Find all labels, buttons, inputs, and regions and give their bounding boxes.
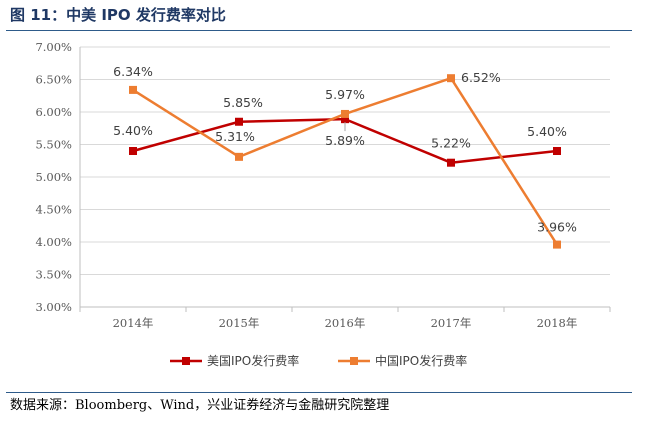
x-tick-label: 2015年 [219, 316, 260, 330]
data-point-marker [129, 85, 137, 94]
y-tick-label: 6.50% [35, 73, 72, 87]
y-tick-label: 3.00% [35, 300, 72, 314]
data-label: 5.40% [113, 123, 153, 138]
data-point-marker [553, 147, 561, 155]
data-label: 6.52% [461, 70, 501, 85]
series-line-cn [132, 76, 559, 246]
data-label: 5.97% [325, 87, 365, 102]
data-label: 5.40% [527, 124, 567, 139]
data-point-marker [553, 240, 561, 249]
data-label: 5.85% [223, 95, 263, 110]
source-note: 数据来源：Bloomberg、Wind，兴业证券经济与金融研究院整理 [10, 398, 390, 413]
data-label: 5.22% [431, 136, 471, 151]
data-label: 3.96% [537, 220, 577, 235]
y-tick-label: 5.00% [35, 170, 72, 184]
y-tick-label: 4.00% [35, 235, 72, 249]
source-divider [6, 392, 632, 393]
legend-label: 美国IPO发行费率 [207, 353, 299, 368]
data-point-marker [447, 74, 455, 83]
y-tick-label: 3.50% [35, 268, 72, 282]
figure-title: 图 11：中美 IPO 发行费率对比 [10, 6, 226, 24]
y-tick-label: 5.50% [35, 138, 72, 152]
data-point-marker [341, 109, 349, 118]
data-label: 5.31% [215, 129, 255, 144]
y-tick-label: 7.00% [35, 40, 72, 54]
data-point-marker [235, 152, 243, 161]
x-tick-label: 2014年 [113, 316, 154, 330]
x-tick-label: 2018年 [537, 316, 578, 330]
x-tick-label: 2016年 [325, 316, 366, 330]
data-point-marker [129, 147, 137, 155]
x-tick-label: 2017年 [431, 316, 472, 330]
data-label: 6.34% [113, 64, 153, 79]
legend-marker [182, 357, 190, 365]
data-point-marker [447, 158, 455, 167]
data-point-marker [341, 115, 349, 124]
y-tick-label: 4.50% [35, 203, 72, 217]
legend-marker [350, 357, 358, 365]
legend-label: 中国IPO发行费率 [375, 353, 467, 368]
ipo-fee-chart: 3.00% 3.50% 4.00% 4.50% 5.00% 5.50% 6.00% 6.50%… [35, 40, 611, 368]
data-label: 5.89% [325, 133, 365, 148]
y-tick-label: 6.00% [35, 105, 72, 119]
data-point-marker [235, 117, 243, 126]
title-divider [6, 30, 632, 31]
